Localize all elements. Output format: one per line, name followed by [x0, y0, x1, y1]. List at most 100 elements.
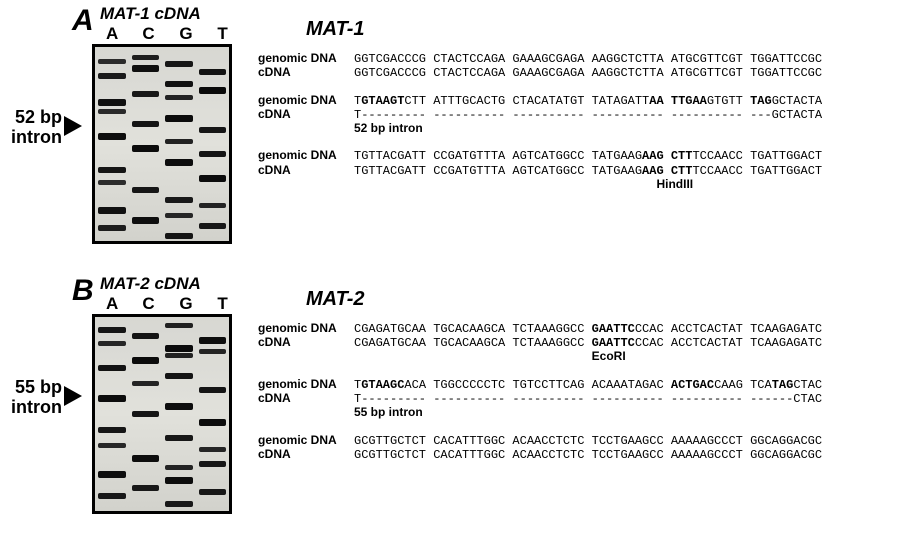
seq-bold: GAATTC [592, 322, 635, 336]
seq-block-b: genomic DNA CGAGATGCAA TGCACAAGCA TCTAAAG… [258, 322, 822, 462]
gel-title-b: MAT-2 cDNA [100, 274, 201, 294]
seq-row-label: genomic DNA [258, 434, 354, 447]
seq-row-label: cDNA [258, 448, 354, 461]
seq-row-label: cDNA [258, 66, 354, 79]
gel-band [199, 87, 227, 94]
gel-band [132, 91, 160, 97]
gel-b [92, 314, 232, 514]
gel-lane-A [95, 47, 129, 241]
intron-note-row: 55 bp intron [258, 406, 822, 420]
gel-band [98, 443, 126, 448]
gel-band [98, 341, 126, 346]
seq-text: GTGTT [707, 94, 750, 108]
gel-band [132, 357, 160, 364]
seq-spacer [258, 365, 822, 378]
gel-band [165, 139, 193, 144]
gel-band [98, 493, 126, 499]
gel-band [199, 69, 227, 75]
seq-bold: GTAAGT [361, 94, 404, 108]
gel-band [98, 180, 126, 185]
seq-text: TGTTACGATT CCGATGTTTA AGTCATGGCC TATGAAG [354, 149, 642, 163]
seq-text: GGTCGACCCG CTACTCCAGA GAAAGCGAGA AAGGCTC… [354, 66, 822, 80]
gel-band [199, 419, 227, 426]
gel-band [199, 175, 227, 182]
seq-bold: TAG [750, 94, 772, 108]
seq-text: TCCAACC TGATTGGACT [692, 164, 822, 178]
seq-row-label: genomic DNA [258, 52, 354, 65]
panel-b: B 55 bp intron MAT-2 cDNA A C G T MAT-2 … [0, 270, 923, 530]
gel-band [199, 337, 227, 344]
gel-band [132, 485, 160, 491]
seq-title-b: MAT-2 [306, 288, 365, 311]
lane-labels-a: A C G T [106, 24, 246, 44]
seq-text: GCTACTA [772, 94, 822, 108]
gel-band [199, 461, 227, 467]
gel-lane-G [162, 47, 196, 241]
gel-band [199, 127, 227, 133]
gel-band [199, 223, 227, 229]
gel-band [165, 213, 193, 218]
gel-band [199, 447, 227, 452]
gel-a [92, 44, 232, 244]
enzyme-note: EcoRI [592, 349, 626, 363]
seq-row-label: genomic DNA [258, 149, 354, 162]
gel-band [98, 365, 126, 371]
gel-band [132, 411, 160, 417]
intron-label-b: 55 bp intron [0, 378, 62, 418]
seq-row: cDNAGCGTTGCTCT CACATTTGGC ACAACCTCTC TCC… [258, 448, 822, 462]
panel-a-label: A [72, 4, 94, 38]
seq-text: CGAGATGCAA TGCACAAGCA TCTAAAGGCC [354, 336, 592, 350]
gel-band [165, 159, 193, 166]
lane-labels-b: A C G T [106, 294, 246, 314]
panel-b-label: B [72, 274, 94, 308]
seq-text: GGTCGACCCG CTACTCCAGA GAAAGCGAGA AAGGCTC… [354, 52, 822, 66]
seq-row-label: genomic DNA [258, 94, 354, 107]
gel-band [98, 167, 126, 173]
gel-band [98, 225, 126, 231]
intron-note-row: 52 bp intron [258, 122, 822, 136]
gel-band [132, 217, 160, 224]
gel-band [165, 61, 193, 67]
gel-band [165, 353, 193, 358]
gel-band [165, 435, 193, 441]
gel-lane-T [196, 317, 230, 511]
gel-band [98, 471, 126, 478]
seq-row: genomic DNATGTTACGATT CCGATGTTTA AGTCATG… [258, 149, 822, 163]
gel-band [199, 489, 227, 495]
seq-text: T--------- ---------- ---------- -------… [354, 392, 822, 406]
gel-lane-C [129, 47, 163, 241]
enzyme-note-row: HindIII [258, 178, 822, 192]
gel-band [132, 65, 160, 72]
seq-text: CCAC ACCTCACTAT TCAAGAGATC [635, 336, 822, 350]
intron-a-line1: 52 bp [15, 107, 62, 127]
seq-block-a: genomic DNAGGTCGACCCG CTACTCCAGA GAAAGCG… [258, 52, 822, 192]
gel-lane-C [129, 317, 163, 511]
gel-lane-G [162, 317, 196, 511]
seq-row-label: genomic DNA [258, 378, 354, 391]
seq-row: cDNATGTTACGATT CCGATGTTTA AGTCATGGCC TAT… [258, 164, 822, 178]
gel-band [132, 55, 160, 60]
seq-text: TCCAACC TGATTGGACT [692, 149, 822, 163]
gel-lane-A [95, 317, 129, 511]
seq-text: CGAGATGCAA TGCACAAGCA TCTAAAGGCC [354, 322, 592, 336]
seq-bold: GTAAGC [361, 378, 404, 392]
seq-text: TGTTACGATT CCGATGTTTA AGTCATGGCC TATGAAG [354, 164, 642, 178]
enzyme-note: HindIII [656, 177, 693, 191]
gel-band [165, 403, 193, 410]
seq-text [354, 350, 592, 364]
gel-band [132, 121, 160, 127]
gel-band [165, 95, 193, 100]
gel-band [199, 387, 227, 393]
seq-row-label: cDNA [258, 336, 354, 349]
seq-bold: AAG CTT [642, 149, 692, 163]
intron-note: 55 bp intron [354, 405, 423, 419]
seq-spacer [258, 136, 822, 149]
gel-band [98, 59, 126, 64]
seq-text: GCGTTGCTCT CACATTTGGC ACAACCTCTC TCCTGAA… [354, 448, 822, 462]
gel-band [165, 81, 193, 87]
gel-band [165, 197, 193, 203]
gel-band [165, 233, 193, 239]
gel-band [165, 115, 193, 122]
gel-band [132, 381, 160, 386]
seq-row: genomic DNACGAGATGCAA TGCACAAGCA TCTAAAG… [258, 322, 822, 336]
